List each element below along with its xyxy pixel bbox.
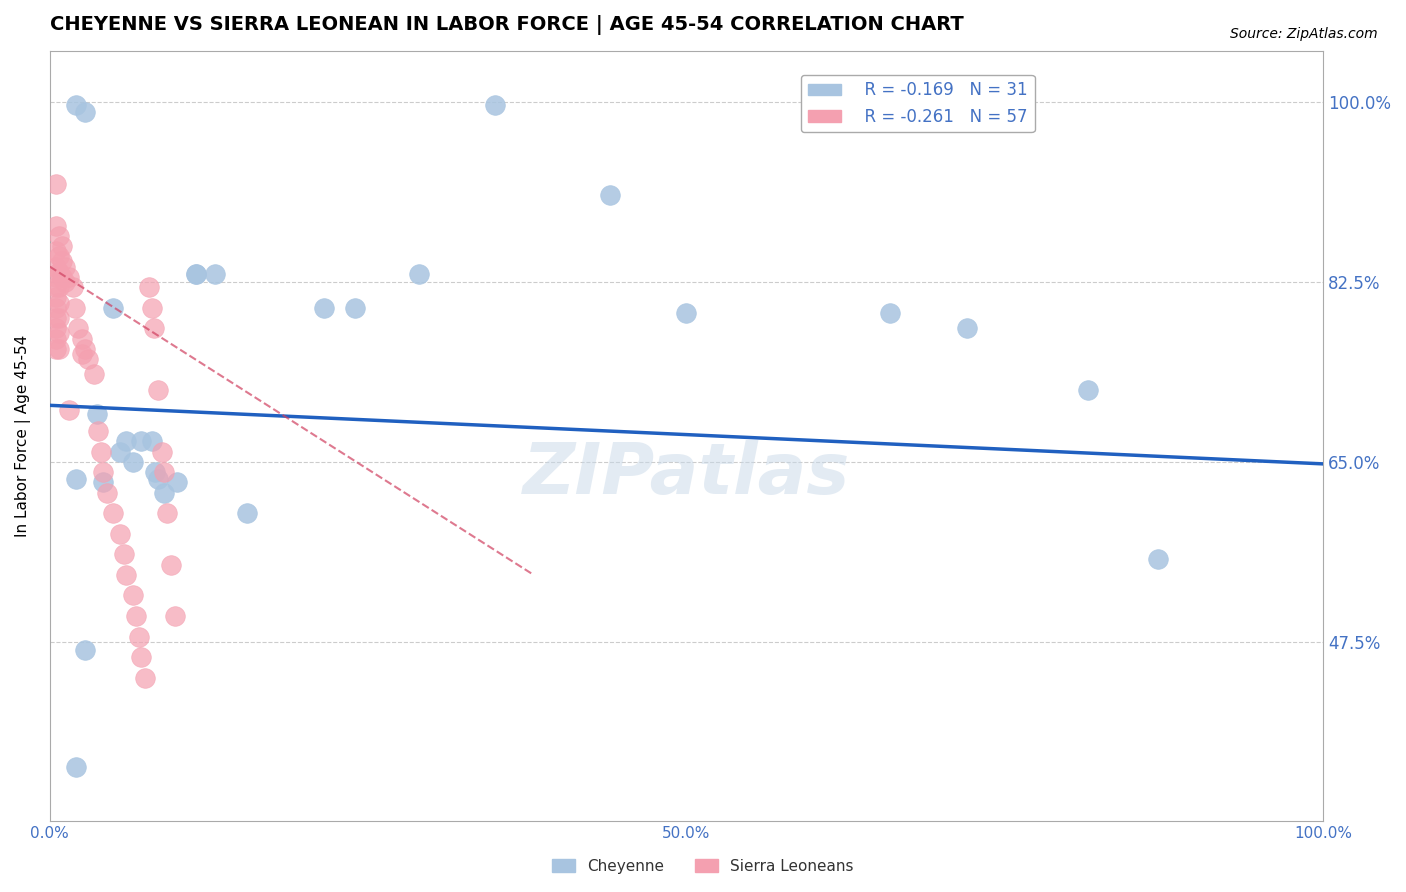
Point	[134, 671, 156, 685]
Y-axis label: In Labor Force | Age 45-54: In Labor Force | Age 45-54	[15, 335, 31, 537]
Text: CHEYENNE VS SIERRA LEONEAN IN LABOR FORCE | AGE 45-54 CORRELATION CHART: CHEYENNE VS SIERRA LEONEAN IN LABOR FORC…	[49, 15, 963, 35]
Point	[599, 187, 621, 202]
Point	[48, 228, 70, 243]
Point	[45, 321, 67, 335]
Point	[146, 472, 169, 486]
Point	[86, 407, 108, 421]
Point	[150, 444, 173, 458]
Point	[45, 260, 67, 274]
Point	[75, 342, 97, 356]
Point	[186, 267, 208, 281]
Point	[87, 424, 110, 438]
Point	[108, 526, 131, 541]
Point	[77, 352, 100, 367]
Point	[879, 306, 901, 320]
Point	[48, 280, 70, 294]
Point	[48, 249, 70, 263]
Point	[312, 301, 335, 315]
Point	[75, 643, 97, 657]
Point	[163, 609, 186, 624]
Point	[1077, 383, 1099, 397]
Point	[103, 301, 125, 315]
Point	[156, 506, 179, 520]
Text: ZIPatlas: ZIPatlas	[523, 440, 851, 509]
Point	[45, 244, 67, 259]
Point	[51, 269, 73, 284]
Point	[48, 326, 70, 341]
Point	[91, 465, 114, 479]
Point	[48, 295, 70, 310]
Point	[53, 275, 76, 289]
Point	[63, 301, 86, 315]
Point	[153, 485, 176, 500]
Point	[51, 254, 73, 268]
Point	[45, 280, 67, 294]
Point	[48, 310, 70, 325]
Text: Source: ZipAtlas.com: Source: ZipAtlas.com	[1230, 27, 1378, 41]
Point	[146, 383, 169, 397]
Point	[186, 267, 208, 281]
Point	[159, 558, 181, 572]
Point	[45, 290, 67, 304]
Point	[121, 588, 143, 602]
Point	[112, 547, 135, 561]
Point	[204, 267, 226, 281]
Point	[65, 760, 87, 774]
Point	[153, 465, 176, 479]
Point	[236, 506, 259, 520]
Point	[70, 347, 93, 361]
Point	[75, 105, 97, 120]
Point	[91, 475, 114, 490]
Point	[48, 342, 70, 356]
Point	[141, 434, 163, 449]
Point	[65, 98, 87, 112]
Point	[45, 310, 67, 325]
Point	[125, 609, 148, 624]
Point	[1146, 552, 1168, 566]
Point	[344, 301, 367, 315]
Point	[45, 301, 67, 315]
Point	[145, 465, 167, 479]
Point	[121, 455, 143, 469]
Point	[166, 475, 188, 490]
Point	[45, 332, 67, 346]
Point	[45, 269, 67, 284]
Legend: Cheyenne, Sierra Leoneans: Cheyenne, Sierra Leoneans	[546, 853, 860, 880]
Point	[66, 321, 89, 335]
Point	[45, 342, 67, 356]
Point	[131, 650, 153, 665]
Point	[108, 444, 131, 458]
Point	[955, 321, 977, 335]
Point	[143, 321, 166, 335]
Point	[53, 260, 76, 274]
Point	[45, 178, 67, 192]
Point	[70, 332, 93, 346]
Point	[58, 403, 80, 417]
Legend:   R = -0.169   N = 31,   R = -0.261   N = 57: R = -0.169 N = 31, R = -0.261 N = 57	[801, 75, 1035, 132]
Point	[51, 239, 73, 253]
Point	[115, 567, 138, 582]
Point	[408, 267, 430, 281]
Point	[103, 506, 125, 520]
Point	[115, 434, 138, 449]
Point	[58, 269, 80, 284]
Point	[138, 280, 160, 294]
Point	[96, 485, 118, 500]
Point	[83, 368, 105, 382]
Point	[675, 306, 697, 320]
Point	[90, 444, 112, 458]
Point	[65, 472, 87, 486]
Point	[141, 301, 163, 315]
Point	[484, 98, 506, 112]
Point	[131, 434, 153, 449]
Point	[128, 630, 150, 644]
Point	[62, 280, 84, 294]
Point	[45, 219, 67, 233]
Point	[48, 265, 70, 279]
